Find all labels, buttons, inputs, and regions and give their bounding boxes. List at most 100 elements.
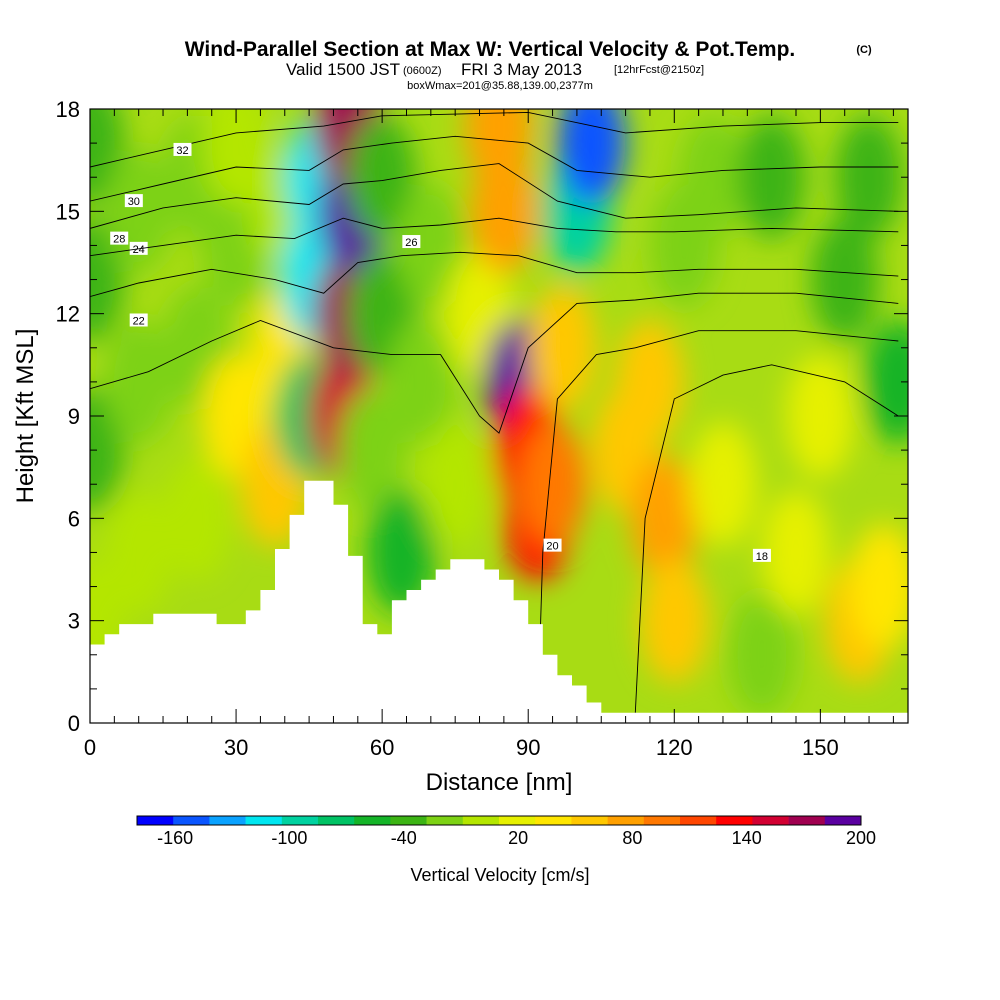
terrain-mask bbox=[90, 480, 908, 723]
y-tick-label: 9 bbox=[68, 404, 80, 429]
velocity-cell-50 bbox=[786, 354, 855, 478]
theta-contour-26 bbox=[90, 217, 899, 257]
contour-label: 22 bbox=[133, 315, 145, 327]
contour-label: 24 bbox=[133, 244, 145, 256]
contour-label: 30 bbox=[128, 196, 140, 208]
colorbar-title: Vertical Velocity [cm/s] bbox=[410, 865, 589, 885]
colorbar-swatch bbox=[462, 816, 500, 825]
x-tick-label: 0 bbox=[84, 735, 96, 760]
colorbar-swatch bbox=[390, 816, 427, 825]
y-tick-label: 3 bbox=[68, 609, 80, 634]
y-tick-label: 0 bbox=[68, 711, 80, 736]
x-axis: 0 30 60 90 120 150 bbox=[84, 109, 894, 760]
colorbar-swatch bbox=[499, 816, 536, 825]
colorbar-swatch bbox=[426, 816, 464, 825]
velocity-cell-39 bbox=[557, 109, 626, 206]
colorbar-swatch bbox=[643, 816, 681, 825]
contour-label-bg bbox=[124, 194, 143, 208]
contour-label-bg bbox=[752, 548, 771, 562]
colorbar-swatch bbox=[209, 816, 246, 825]
colorbar-tick-label: 140 bbox=[732, 828, 762, 848]
y-tick-label: 18 bbox=[56, 97, 80, 122]
contour-label: 18 bbox=[756, 551, 768, 563]
colorbar-swatch bbox=[607, 816, 645, 825]
theta-contour-30 bbox=[90, 135, 899, 202]
colorbar-tick-label: 20 bbox=[508, 828, 528, 848]
colorbar-swatch bbox=[173, 816, 210, 825]
colorbar: -160 -100 -40 20 80 140 200 bbox=[136, 815, 876, 848]
velocity-cell-55 bbox=[864, 319, 908, 444]
velocity-cell-41 bbox=[615, 319, 684, 444]
x-tick-label: 150 bbox=[802, 735, 839, 760]
colorbar-swatch bbox=[354, 816, 391, 825]
colorbar-swatch bbox=[571, 816, 608, 825]
velocity-cell-7 bbox=[163, 456, 232, 581]
velocity-cell-49 bbox=[762, 490, 830, 615]
velocity-cell-4 bbox=[104, 490, 173, 615]
velocity-cell-25 bbox=[348, 115, 417, 240]
y-axis-title: Height [Kft MSL] bbox=[12, 329, 39, 504]
contour-label-bg bbox=[173, 142, 192, 156]
colorbar-tick-label: -160 bbox=[157, 828, 193, 848]
x-tick-label: 60 bbox=[370, 735, 394, 760]
contour-label-bg bbox=[110, 231, 129, 245]
contour-label: 28 bbox=[113, 234, 125, 246]
colorbar-tick-label: 80 bbox=[622, 828, 642, 848]
theta-contour-20 bbox=[537, 330, 899, 706]
colorbar-swatch bbox=[788, 816, 826, 825]
velocity-field: 18 20 22 24 26 28 30 32 bbox=[90, 109, 908, 723]
velocity-cell-28 bbox=[396, 183, 465, 308]
velocity-cell-52 bbox=[835, 115, 903, 240]
velocity-cell-47 bbox=[689, 422, 757, 547]
colorbar-frame bbox=[136, 815, 862, 826]
velocity-cell-27 bbox=[387, 319, 456, 444]
colorbar-swatch bbox=[281, 816, 319, 825]
contour-label-bg bbox=[129, 313, 148, 327]
x-tick-label: 120 bbox=[656, 735, 693, 760]
velocity-cell-37 bbox=[528, 285, 597, 410]
y-tick-label: 15 bbox=[56, 199, 80, 224]
velocity-cell-46 bbox=[737, 115, 806, 240]
velocity-cell-23 bbox=[338, 388, 407, 513]
colorbar-swatch bbox=[318, 816, 355, 825]
y-axis: 0 3 6 9 12 15 18 bbox=[56, 97, 908, 736]
box-info: boxWmax=201@35.88,139.00,2377m bbox=[407, 80, 593, 92]
velocity-cell-12 bbox=[202, 109, 271, 206]
x-axis-title: Distance [nm] bbox=[426, 769, 573, 796]
x-tick-label: 30 bbox=[224, 735, 248, 760]
velocity-cell-54 bbox=[849, 524, 908, 649]
velocity-cell-48 bbox=[727, 592, 796, 717]
contour-label: 32 bbox=[176, 145, 188, 157]
colorbar-tick-label: -100 bbox=[271, 828, 307, 848]
colorbar-swatch bbox=[752, 816, 789, 825]
velocity-cell-51 bbox=[810, 217, 879, 342]
theta-contour-22 bbox=[90, 292, 899, 434]
velocity-cell-42 bbox=[630, 456, 699, 581]
contour-label: 20 bbox=[546, 541, 558, 553]
theta-contour-18 bbox=[634, 364, 899, 713]
valid-time-prefix: Valid 1500 JST bbox=[286, 60, 400, 79]
chart-title: Wind-Parallel Section at Max W: Vertical… bbox=[185, 38, 796, 61]
colorbar-swatch bbox=[824, 816, 862, 825]
theta-contour-28 bbox=[90, 163, 899, 229]
colorbar-swatch bbox=[680, 816, 717, 825]
contour-label-bg bbox=[402, 235, 421, 249]
velocity-cell-43 bbox=[640, 558, 709, 683]
velocity-cell-26 bbox=[367, 490, 436, 615]
y-tick-label: 6 bbox=[68, 506, 80, 531]
contour-label: 26 bbox=[405, 237, 417, 249]
contour-label-bg bbox=[129, 241, 148, 255]
colorbar-swatch bbox=[535, 816, 572, 825]
velocity-cell-32 bbox=[465, 109, 533, 189]
theta-contours: 18 20 22 24 26 28 30 32 bbox=[90, 111, 899, 713]
x-tick-label: 90 bbox=[516, 735, 540, 760]
valid-time-utc: (0600Z) bbox=[403, 65, 442, 77]
contour-label-bg bbox=[543, 538, 562, 552]
colorbar-tick-label: -40 bbox=[391, 828, 417, 848]
velocity-cell-5 bbox=[104, 319, 173, 444]
colorbar-swatch bbox=[716, 816, 753, 825]
colorbar-swatch bbox=[137, 816, 174, 825]
theta-contour-24 bbox=[90, 251, 899, 298]
velocity-cell-29 bbox=[421, 422, 490, 547]
